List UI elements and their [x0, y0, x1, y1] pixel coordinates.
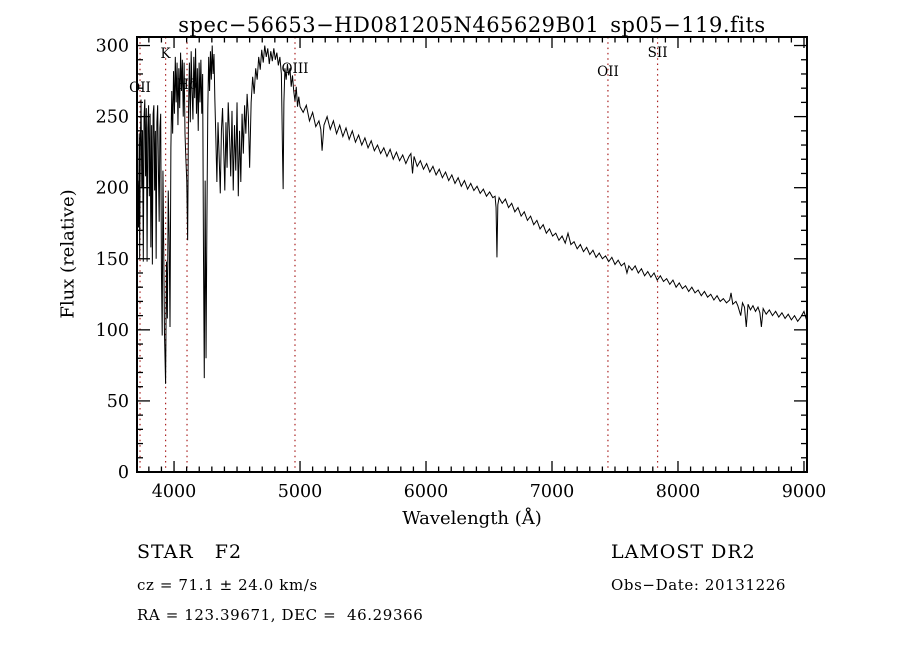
plot-title: spec−56653−HD081205N465629B01_sp05−119.f…: [178, 13, 766, 37]
spectral-line-label: SII: [648, 45, 668, 61]
x-axis-label: Wavelength (Å): [402, 508, 542, 529]
y-tick-label: 300: [96, 37, 129, 57]
y-tick-label: 250: [96, 108, 129, 128]
y-tick-label: 100: [96, 321, 129, 341]
plot-box: [136, 36, 808, 473]
spectral-line-label: OIII: [281, 61, 308, 77]
x-tick-label: 7000: [530, 482, 575, 502]
y-tick-label: 0: [118, 463, 129, 483]
y-tick-label: 50: [107, 392, 129, 412]
survey-text: LAMOST DR2: [611, 541, 756, 563]
object-class-text: STAR F2: [137, 541, 243, 563]
x-tick-label: 4000: [152, 482, 197, 502]
spectral-line-label: OII: [129, 80, 151, 96]
cz-text: cz = 71.1 ± 24.0 km/s: [137, 576, 318, 594]
coords-text: RA = 123.39671, DEC = 46.29366: [137, 606, 424, 624]
x-tick-label: 8000: [656, 482, 701, 502]
y-axis-label: Flux (relative): [57, 189, 79, 319]
spectrum-line: [136, 45, 807, 384]
spectral-line-label: OII: [597, 64, 619, 80]
spectral-line-label: K: [161, 46, 172, 62]
y-tick-label: 200: [96, 179, 129, 199]
x-tick-label: 9000: [782, 482, 827, 502]
x-tick-label: 6000: [404, 482, 449, 502]
spectral-line-label: Hδ: [177, 77, 197, 93]
obs-date-text: Obs−Date: 20131226: [611, 576, 787, 594]
x-tick-label: 5000: [278, 482, 323, 502]
y-tick-label: 150: [96, 250, 129, 270]
